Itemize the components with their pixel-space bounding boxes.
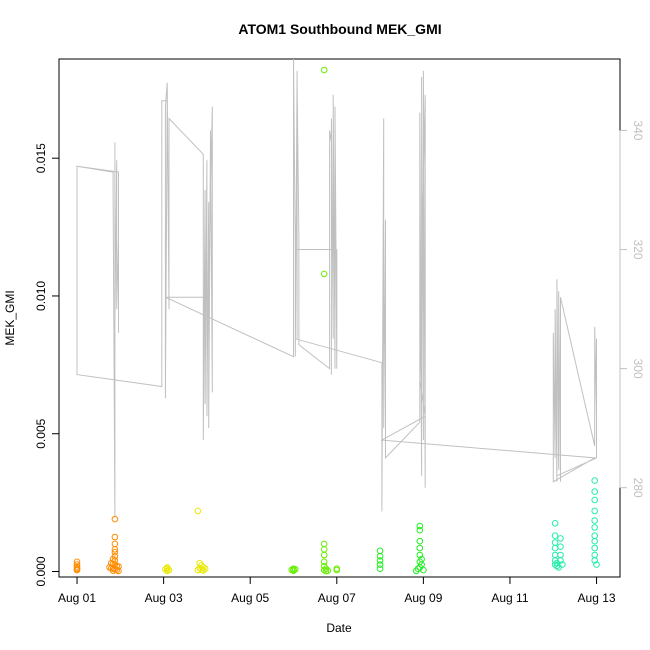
data-point <box>591 544 599 552</box>
data-point <box>551 539 559 546</box>
x-tick-label: Aug 11 <box>491 591 528 605</box>
data-point <box>194 566 202 574</box>
data-point <box>591 557 599 564</box>
data-point <box>163 567 171 575</box>
data-point <box>333 566 341 574</box>
y-tick-label: 0.015 <box>34 143 48 173</box>
data-point <box>557 557 564 564</box>
y-axis: 0.000 0.005 0.010 0.015 <box>34 143 60 587</box>
data-point <box>111 546 119 553</box>
data-point <box>73 566 81 574</box>
data-point <box>322 567 330 575</box>
data-point <box>320 66 328 74</box>
data-point <box>376 547 384 555</box>
data-point <box>376 557 384 564</box>
data-point <box>416 544 424 552</box>
data-point <box>115 567 122 575</box>
data-point <box>320 546 328 553</box>
data-point <box>376 565 384 573</box>
x-tick-label: Aug 01 <box>58 591 96 605</box>
y2-tick-label: 340 <box>631 120 645 140</box>
x-tick-label: Aug 03 <box>145 591 183 605</box>
data-point <box>320 551 328 559</box>
data-point <box>109 555 117 563</box>
data-point <box>591 507 599 515</box>
data-point <box>320 270 328 278</box>
data-point <box>111 533 119 541</box>
data-point <box>591 517 599 524</box>
data-point <box>591 488 599 495</box>
data-point <box>551 532 559 540</box>
data-point <box>292 566 299 573</box>
x-axis-label: Date <box>326 621 352 635</box>
y-tick-label: 0.010 <box>34 281 48 311</box>
data-point <box>196 564 203 572</box>
data-point <box>593 561 600 568</box>
x-tick-label: Aug 09 <box>404 591 442 605</box>
y-tick-label: 0.005 <box>34 418 48 448</box>
data-point <box>591 551 599 559</box>
y-axis-label: MEK_GMI <box>3 290 17 345</box>
secondary-series <box>76 58 597 518</box>
scatter-points <box>73 66 600 575</box>
x-tick-label: Aug 05 <box>231 591 269 605</box>
data-point <box>557 535 564 542</box>
secondary-series-line <box>76 58 597 518</box>
data-point <box>376 561 384 568</box>
data-point <box>320 540 328 548</box>
data-point <box>412 567 420 575</box>
data-point <box>320 558 328 566</box>
x-tick-label: Aug 13 <box>578 591 616 605</box>
data-point <box>288 566 296 574</box>
data-point <box>551 520 559 527</box>
data-point <box>416 522 424 530</box>
y2-tick-label: 320 <box>631 240 645 260</box>
data-point <box>416 551 424 559</box>
data-point <box>111 515 119 523</box>
data-point <box>416 526 424 534</box>
x-axis: Aug 01 Aug 03 Aug 05 Aug 07 Aug 09 Aug 11 Aug … <box>58 576 616 605</box>
plot-area <box>58 58 621 578</box>
data-point <box>591 477 599 484</box>
data-point <box>557 543 564 551</box>
data-point <box>194 507 202 515</box>
data-point <box>559 561 566 568</box>
x-tick-label: Aug 07 <box>318 591 356 605</box>
data-point <box>376 553 384 560</box>
data-point <box>111 540 119 548</box>
data-point <box>420 566 427 574</box>
y-tick-label: 0.000 <box>34 556 48 586</box>
data-point <box>73 558 81 566</box>
data-point <box>551 544 559 552</box>
data-point <box>591 537 599 545</box>
data-point <box>416 537 424 545</box>
data-point <box>557 551 564 559</box>
data-point <box>551 561 559 568</box>
data-point <box>322 565 330 573</box>
y2-tick-label: 300 <box>631 359 645 379</box>
data-point <box>162 566 169 573</box>
data-point <box>111 548 119 556</box>
secondary-y-axis: 280 300 320 340 <box>619 120 645 498</box>
data-point <box>591 532 599 540</box>
y2-tick-label: 280 <box>631 478 645 498</box>
data-point <box>591 496 599 504</box>
data-point <box>591 524 599 531</box>
chart-title: ATOM1 Southbound MEK_GMI <box>238 21 441 37</box>
data-point <box>551 551 559 559</box>
